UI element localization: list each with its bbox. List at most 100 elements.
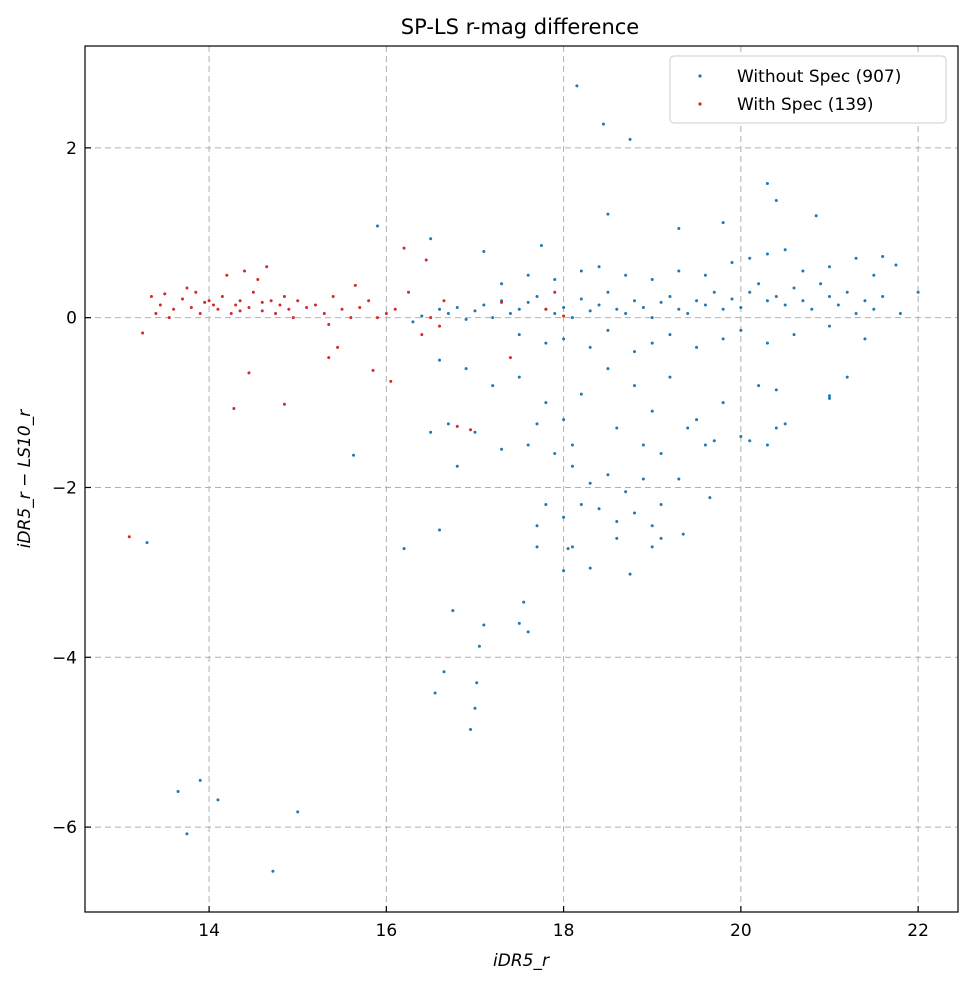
data-point <box>145 541 149 545</box>
data-point <box>681 532 685 536</box>
data-point <box>916 290 920 294</box>
data-point <box>232 407 236 411</box>
data-point <box>535 294 539 298</box>
data-point <box>455 464 459 468</box>
data-point <box>393 307 397 311</box>
data-point <box>739 305 743 309</box>
data-point <box>207 299 211 303</box>
data-point <box>420 314 424 318</box>
data-point <box>517 307 521 311</box>
data-point <box>633 511 637 515</box>
data-point <box>371 368 375 372</box>
data-point <box>894 263 898 267</box>
data-point <box>274 311 278 315</box>
data-point <box>606 328 610 332</box>
x-tick-label: 22 <box>907 921 929 941</box>
data-point <box>668 333 672 337</box>
data-point <box>167 316 171 320</box>
data-point <box>296 810 300 814</box>
data-point <box>606 473 610 477</box>
data-point <box>615 426 619 430</box>
data-point <box>539 244 543 248</box>
data-point <box>624 311 628 315</box>
data-point <box>544 307 548 311</box>
data-point <box>712 439 716 443</box>
data-point <box>783 248 787 252</box>
data-point <box>464 317 468 321</box>
data-point <box>668 294 672 298</box>
data-point <box>336 345 340 349</box>
x-axis-label: iDR5_r <box>493 951 550 971</box>
data-point <box>154 311 158 315</box>
data-point <box>402 246 406 250</box>
data-point <box>721 401 725 405</box>
data-point <box>216 307 220 311</box>
data-point <box>739 328 743 332</box>
data-point <box>544 341 548 345</box>
data-point <box>792 333 796 337</box>
data-point <box>433 691 437 695</box>
data-point <box>686 426 690 430</box>
data-point <box>340 307 344 311</box>
data-point <box>553 277 557 281</box>
data-point <box>757 282 761 286</box>
data-point <box>765 182 769 186</box>
data-point <box>814 214 818 218</box>
data-point <box>517 375 521 379</box>
data-point <box>287 307 291 311</box>
data-point <box>296 299 300 303</box>
data-point <box>801 299 805 303</box>
data-point <box>854 256 858 260</box>
data-point <box>739 435 743 439</box>
data-point <box>517 621 521 625</box>
x-tick-label: 20 <box>730 921 752 941</box>
data-point <box>282 294 286 298</box>
data-point <box>721 337 725 341</box>
data-point <box>176 789 180 793</box>
data-point <box>872 273 876 277</box>
data-point <box>708 496 712 500</box>
data-point <box>659 300 663 304</box>
data-point <box>624 490 628 494</box>
data-point <box>579 392 583 396</box>
data-point <box>282 402 286 406</box>
y-tick-label: −2 <box>52 478 77 498</box>
data-point <box>686 311 690 315</box>
data-point <box>313 303 317 307</box>
data-point <box>854 311 858 315</box>
data-point <box>641 305 645 309</box>
data-point <box>247 371 251 375</box>
data-point <box>243 269 247 273</box>
data-point <box>225 273 229 277</box>
data-point <box>526 630 530 634</box>
data-point <box>703 303 707 307</box>
data-point <box>695 299 699 303</box>
data-point <box>238 309 242 313</box>
data-point <box>455 305 459 309</box>
data-point <box>641 443 645 447</box>
data-point <box>194 290 198 294</box>
data-point <box>774 199 778 203</box>
data-point <box>429 237 433 241</box>
data-point <box>411 320 415 324</box>
data-point <box>265 265 269 269</box>
data-point <box>464 367 468 371</box>
data-point <box>601 122 605 126</box>
data-point <box>172 307 176 311</box>
data-point <box>535 422 539 426</box>
y-axis-label: iDR5_r − LS10_r <box>15 409 35 548</box>
data-point <box>730 261 734 264</box>
y-tick-label: 0 <box>66 309 77 329</box>
data-point <box>420 333 424 337</box>
data-point <box>668 375 672 379</box>
data-point <box>424 258 428 262</box>
data-point <box>469 727 473 731</box>
data-point <box>442 299 446 303</box>
legend-marker-with-spec <box>698 102 702 106</box>
data-point <box>783 422 787 426</box>
data-point <box>553 290 557 294</box>
data-point <box>491 384 495 388</box>
data-point <box>562 337 566 341</box>
data-point <box>624 273 628 277</box>
data-point <box>544 401 548 405</box>
